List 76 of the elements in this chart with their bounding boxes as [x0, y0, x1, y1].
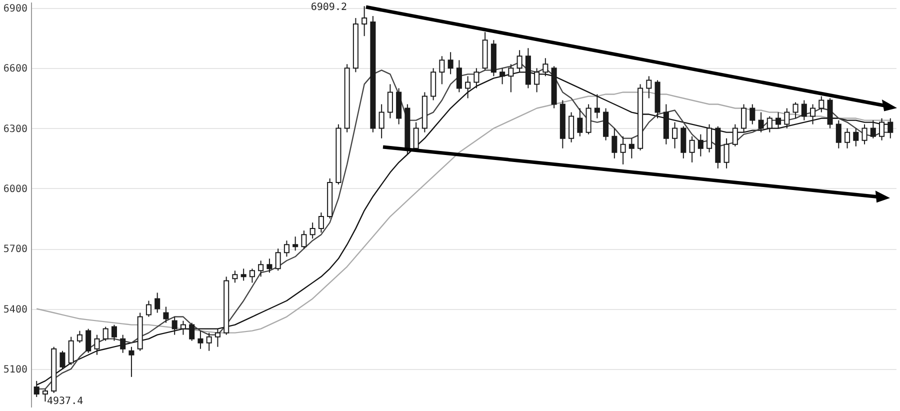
candlestick — [94, 334, 100, 356]
candlestick — [232, 270, 238, 284]
candlestick — [310, 222, 316, 240]
candlestick — [646, 76, 652, 99]
candlestick — [318, 212, 324, 234]
candlestick — [628, 138, 634, 159]
candlestick — [870, 120, 876, 139]
annotation: 4937.4 — [47, 396, 84, 407]
candlestick — [776, 112, 782, 129]
candlestick — [439, 56, 445, 85]
candlestick — [111, 324, 117, 342]
y-tick-label: 6600 — [3, 64, 28, 75]
candlestick — [86, 328, 92, 354]
candlestick — [362, 6, 368, 37]
candlestick — [456, 60, 462, 93]
candlestick — [266, 258, 272, 274]
candlestick — [68, 336, 74, 366]
candlestick — [836, 120, 842, 149]
candlestick — [758, 112, 764, 133]
y-tick-label: 5100 — [3, 364, 28, 376]
candlestick — [689, 136, 695, 163]
candlestick — [577, 108, 583, 137]
candlestick — [465, 76, 471, 99]
candlestick — [698, 134, 704, 157]
y-tick-label: 6300 — [3, 124, 28, 135]
candlestick — [240, 268, 246, 282]
candlestick — [594, 94, 600, 119]
candlestick — [724, 138, 730, 169]
candlestick — [413, 122, 419, 151]
candlestick — [76, 330, 82, 344]
y-tick-label: 6900 — [3, 4, 28, 15]
candlestick — [853, 128, 859, 147]
candlestick — [732, 124, 738, 147]
candlestick — [163, 306, 169, 324]
candlestick — [844, 128, 850, 149]
candlestick — [706, 124, 712, 153]
candlestick — [568, 112, 574, 143]
candlestick — [60, 350, 66, 370]
candlestick — [378, 104, 384, 139]
candlestick — [741, 104, 747, 133]
candlestick — [249, 268, 255, 284]
candlestick — [801, 100, 807, 121]
candlestick — [189, 322, 195, 342]
candlestick — [672, 122, 678, 149]
candlestick — [206, 332, 212, 352]
y-tick-label: 5400 — [3, 304, 28, 316]
candlestick — [292, 236, 298, 252]
candlestick — [879, 118, 885, 141]
candlestick — [42, 388, 48, 402]
candlestick — [792, 102, 798, 119]
candlestick — [810, 104, 816, 125]
candlestick — [620, 136, 626, 165]
candlestick — [102, 326, 108, 342]
candlestick — [387, 84, 393, 119]
candlestick — [612, 128, 618, 159]
candlestick — [750, 104, 756, 125]
y-tick-label: 5700 — [3, 244, 28, 256]
candlestick — [120, 334, 126, 354]
candlestick — [154, 292, 160, 314]
candlestick — [301, 230, 307, 250]
candlestick — [284, 240, 290, 258]
candlestick — [766, 116, 772, 133]
candlestick — [146, 300, 152, 318]
candlestick — [818, 96, 824, 113]
candlestick — [128, 346, 134, 378]
candlestick — [448, 52, 454, 75]
annotation: 6909.2 — [310, 2, 347, 13]
candlestick — [275, 248, 281, 272]
candlestick — [862, 124, 868, 145]
candlestick — [258, 260, 264, 278]
y-tick-label: 6000 — [3, 184, 28, 195]
candlestick — [198, 330, 204, 350]
candlestick — [214, 328, 220, 348]
candlestick — [180, 320, 186, 336]
candlestick — [172, 316, 178, 336]
candlestick — [784, 108, 790, 129]
